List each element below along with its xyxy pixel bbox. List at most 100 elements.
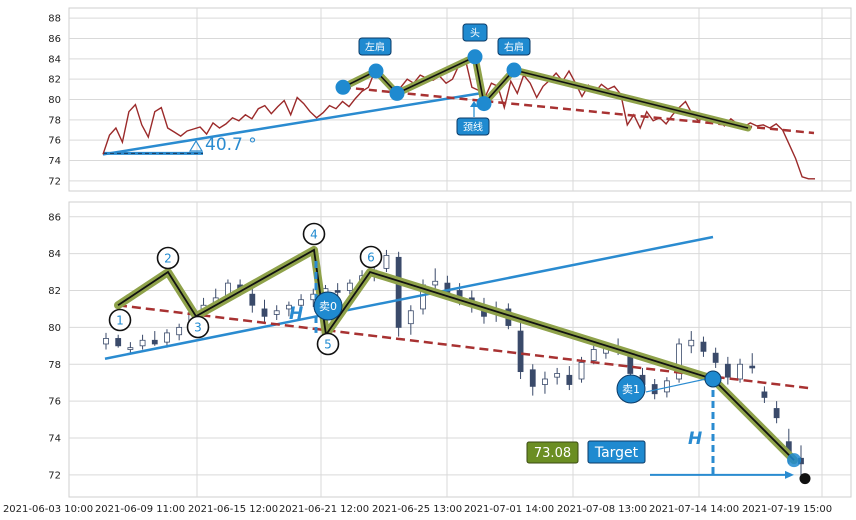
bottom-panel-ytick-label: 78 [48, 360, 61, 371]
candle-body [688, 339, 695, 347]
candle-body [395, 256, 402, 328]
bottom-panel-ytick-label: 72 [48, 470, 61, 481]
candle-body [578, 362, 585, 380]
annotation-label: 头 [470, 28, 480, 40]
candle-body [517, 330, 524, 373]
top-panel-ytick-label: 76 [48, 136, 61, 147]
top-panel-ytick-label: 86 [48, 34, 61, 45]
pattern-point-circle [156, 246, 180, 270]
annotation-label: 右肩 [504, 41, 524, 54]
x-tick-label: 2021-07-14 14:00 [649, 504, 739, 515]
bottom-pattern-line [117, 248, 795, 461]
candle-body [590, 349, 597, 361]
pattern-end-marker [704, 370, 722, 388]
pattern-point-label: 1 [116, 314, 124, 328]
pattern-point-circle [108, 308, 132, 332]
sell-marker-label: 卖1 [622, 383, 640, 396]
h-label-left: H [289, 304, 303, 324]
candle-body [164, 332, 170, 343]
x-tick-label: 2021-07-19 15:00 [742, 504, 832, 515]
sell-marker-label: 卖0 [319, 300, 337, 313]
top-panel-ytick-label: 88 [48, 14, 61, 25]
x-tick-label: 2021-06-25 13:00 [372, 504, 462, 515]
candle-body [139, 339, 146, 347]
pattern-marker [335, 79, 351, 95]
pattern-point-circle [316, 332, 340, 356]
candle-body [700, 341, 707, 352]
top-panel-ytick-label: 72 [48, 176, 61, 187]
candle-body [273, 310, 280, 315]
bottom-panel-ytick-label: 76 [48, 397, 61, 408]
pattern-point-circle [302, 222, 326, 246]
candle-body [773, 408, 780, 419]
target-arrow-head [785, 470, 794, 479]
annotation-label: 左肩 [365, 41, 385, 54]
sell-marker [616, 374, 646, 404]
candle-body [383, 255, 390, 269]
angle-triangle-icon [188, 139, 204, 152]
candle-body [749, 365, 756, 369]
candle-body [566, 374, 573, 385]
sell-marker [313, 291, 343, 321]
candle-body [176, 326, 183, 336]
top-panel-ytick-label: 84 [48, 54, 61, 65]
pattern-marker [467, 49, 483, 65]
candle-body [103, 338, 109, 345]
pattern-point-label: 6 [367, 251, 375, 265]
x-tick-label: 2021-06-15 12:00 [188, 504, 278, 515]
candle-body [334, 290, 341, 293]
top-trendline [102, 92, 481, 156]
pattern-point-label: 4 [310, 228, 318, 242]
breakdown-marker [787, 453, 801, 468]
pattern-point-label: 5 [324, 338, 332, 352]
bottom-panel-ytick-label: 74 [48, 434, 61, 445]
candle-body [676, 343, 682, 380]
candle-body [298, 299, 304, 306]
pattern-marker [506, 62, 522, 78]
angle-label: 40.7 ° [205, 135, 257, 155]
top-panel-ytick-label: 82 [48, 75, 61, 86]
annotation-box [497, 37, 531, 56]
target-point-marker [799, 473, 811, 485]
annotation-label: 颈线 [463, 121, 483, 134]
x-tick-label: 2021-06-21 12:00 [279, 504, 369, 515]
bottom-panel-ytick-label: 80 [48, 323, 61, 334]
candle-body [542, 378, 548, 385]
annotation-box [358, 37, 392, 56]
candle-body [407, 310, 414, 325]
annotation-box [462, 23, 488, 42]
candle-body [346, 282, 353, 291]
top-panel-ytick-label: 80 [48, 95, 61, 106]
h-label-right: H [688, 429, 702, 449]
pattern-point-label: 3 [194, 321, 202, 335]
candle-body [432, 280, 439, 286]
bottom-panel-ytick-label: 84 [48, 249, 61, 260]
target-value-box [526, 441, 579, 464]
candle-body [115, 338, 122, 347]
x-tick-label: 2021-07-08 13:00 [557, 504, 647, 515]
neckline-pointer-head [470, 101, 478, 107]
bottom-panel-frame [68, 201, 852, 498]
pattern-point-label: 2 [164, 252, 172, 266]
pattern-marker [368, 63, 384, 79]
candle-body [529, 369, 536, 387]
annotation-box [456, 117, 490, 136]
candle-body [285, 304, 292, 310]
bottom-trendline [104, 235, 714, 360]
target-label-box [587, 440, 646, 464]
pattern-marker [476, 96, 492, 112]
candle-body [724, 363, 731, 378]
candle-body [663, 380, 670, 393]
candle-body [261, 308, 268, 317]
candle-body [737, 363, 743, 380]
bottom-panel-ytick-label: 86 [48, 212, 61, 223]
x-tick-label: 2021-07-01 14:00 [464, 504, 554, 515]
candle-body [761, 391, 768, 398]
candle-body [249, 293, 256, 306]
target-label: Target [594, 445, 639, 461]
top-panel-ytick-label: 78 [48, 115, 61, 126]
top-panel-ytick-label: 74 [48, 156, 61, 167]
candle-body [554, 373, 561, 378]
candle-body [151, 339, 158, 345]
